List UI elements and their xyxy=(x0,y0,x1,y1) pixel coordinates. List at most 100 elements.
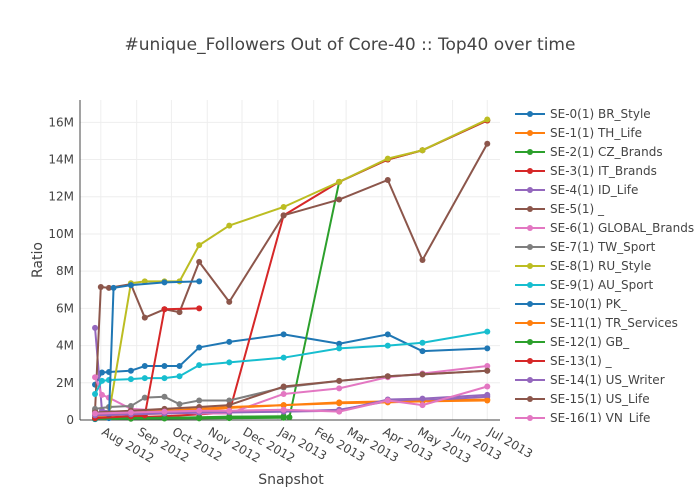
data-point xyxy=(98,391,105,398)
legend-item: SE-13(1) _ xyxy=(515,354,613,368)
legend: SE-0(1) BR_Style SE-1(1) TH_Life SE-2(1) C… xyxy=(515,107,694,425)
data-point xyxy=(196,414,203,421)
data-point xyxy=(92,374,99,381)
data-point xyxy=(176,401,183,408)
data-point xyxy=(196,242,203,249)
data-point xyxy=(484,397,491,404)
legend-label: SE-7(1) TW_Sport xyxy=(550,240,656,254)
data-point xyxy=(196,305,203,312)
data-point xyxy=(127,409,134,416)
series-SE-0(1) BR_Style xyxy=(92,331,491,388)
data-point xyxy=(484,328,491,335)
y-tick-label: 14M xyxy=(48,153,74,167)
data-point xyxy=(196,344,203,351)
legend-label: SE-4(1) ID_Life xyxy=(550,183,638,197)
data-point xyxy=(161,375,168,382)
y-tick-label: 10M xyxy=(48,227,74,241)
data-point xyxy=(161,279,168,286)
data-point xyxy=(280,203,287,210)
legend-swatch-marker xyxy=(527,263,533,269)
legend-swatch-marker xyxy=(527,187,533,193)
data-point xyxy=(98,377,105,384)
y-tick-label: 8M xyxy=(56,264,74,278)
legend-label: SE-0(1) BR_Style xyxy=(550,107,651,121)
data-point xyxy=(280,413,287,420)
data-point xyxy=(419,339,426,346)
legend-item: SE-8(1) RU_Style xyxy=(515,259,651,273)
data-point xyxy=(280,390,287,397)
legend-item: SE-1(1) TH_Life xyxy=(515,126,642,140)
data-point xyxy=(176,309,183,316)
data-point xyxy=(286,414,293,421)
legend-label: SE-16(1) VN_Life xyxy=(550,411,650,425)
series-line xyxy=(94,330,488,395)
series-SE-15(1) US_Life xyxy=(92,367,491,416)
data-point xyxy=(196,258,203,265)
data-point xyxy=(110,284,117,291)
y-tick-label: 16M xyxy=(48,115,74,129)
data-point xyxy=(419,147,426,154)
legend-label: SE-15(1) US_Life xyxy=(550,392,650,406)
legend-label: SE-13(1) _ xyxy=(550,354,613,368)
data-point xyxy=(92,324,99,331)
data-point xyxy=(226,338,233,345)
series-SE-16(1) VN_Life xyxy=(92,383,491,417)
legend-swatch-marker xyxy=(527,377,533,383)
data-point xyxy=(176,363,183,370)
data-point xyxy=(226,407,233,414)
data-point xyxy=(161,306,168,313)
data-point xyxy=(127,367,134,374)
legend-swatch-marker xyxy=(527,111,533,117)
legend-swatch-marker xyxy=(527,339,533,345)
data-point xyxy=(226,359,233,366)
legend-item: SE-4(1) ID_Life xyxy=(515,183,638,197)
legend-label: SE-12(1) GB_ xyxy=(550,335,630,349)
legend-item: SE-16(1) VN_Life xyxy=(515,411,650,425)
data-point xyxy=(280,383,287,390)
data-point xyxy=(226,298,233,305)
legend-item: SE-15(1) US_Life xyxy=(515,392,650,406)
legend-label: SE-11(1) TR_Services xyxy=(550,316,678,330)
data-point xyxy=(280,406,287,413)
data-point xyxy=(336,400,343,407)
y-tick-label: 0 xyxy=(66,413,74,427)
data-point xyxy=(92,410,99,417)
legend-item: SE-14(1) US_Writer xyxy=(515,373,665,387)
legend-label: SE-5(1) _ xyxy=(550,202,605,216)
data-point xyxy=(196,278,203,285)
data-point xyxy=(226,402,233,409)
data-point xyxy=(127,376,134,383)
x-axis-title: Snapshot xyxy=(258,472,324,488)
data-point xyxy=(98,369,105,376)
legend-label: SE-8(1) RU_Style xyxy=(550,259,651,273)
data-point xyxy=(384,397,391,404)
data-point xyxy=(484,367,491,374)
data-point xyxy=(127,282,134,289)
data-point xyxy=(127,403,134,410)
data-point xyxy=(419,371,426,378)
data-point xyxy=(336,196,343,203)
y-tick-label: 6M xyxy=(56,301,74,315)
data-point xyxy=(384,155,391,162)
y-tick-label: 2M xyxy=(56,376,74,390)
legend-item: SE-10(1) PK_ xyxy=(515,297,628,311)
data-point xyxy=(226,413,233,420)
data-point xyxy=(226,222,233,229)
legend-label: SE-6(1) GLOBAL_Brands xyxy=(550,221,694,235)
data-point xyxy=(384,177,391,183)
data-point xyxy=(336,340,343,347)
data-point xyxy=(176,373,183,380)
legend-item: SE-3(1) IT_Brands xyxy=(515,164,657,178)
data-point xyxy=(484,391,491,398)
chart-title: #unique_Followers Out of Core-40 :: Top4… xyxy=(125,35,576,55)
legend-swatch-marker xyxy=(527,168,533,174)
legend-item: SE-5(1) _ xyxy=(515,202,605,216)
data-point xyxy=(484,345,491,352)
legend-swatch-marker xyxy=(527,244,533,250)
series-SE-9(1) AU_Sport xyxy=(92,328,491,397)
data-point xyxy=(484,140,491,147)
data-point xyxy=(384,342,391,349)
data-point xyxy=(280,354,287,361)
legend-swatch-marker xyxy=(527,358,533,364)
